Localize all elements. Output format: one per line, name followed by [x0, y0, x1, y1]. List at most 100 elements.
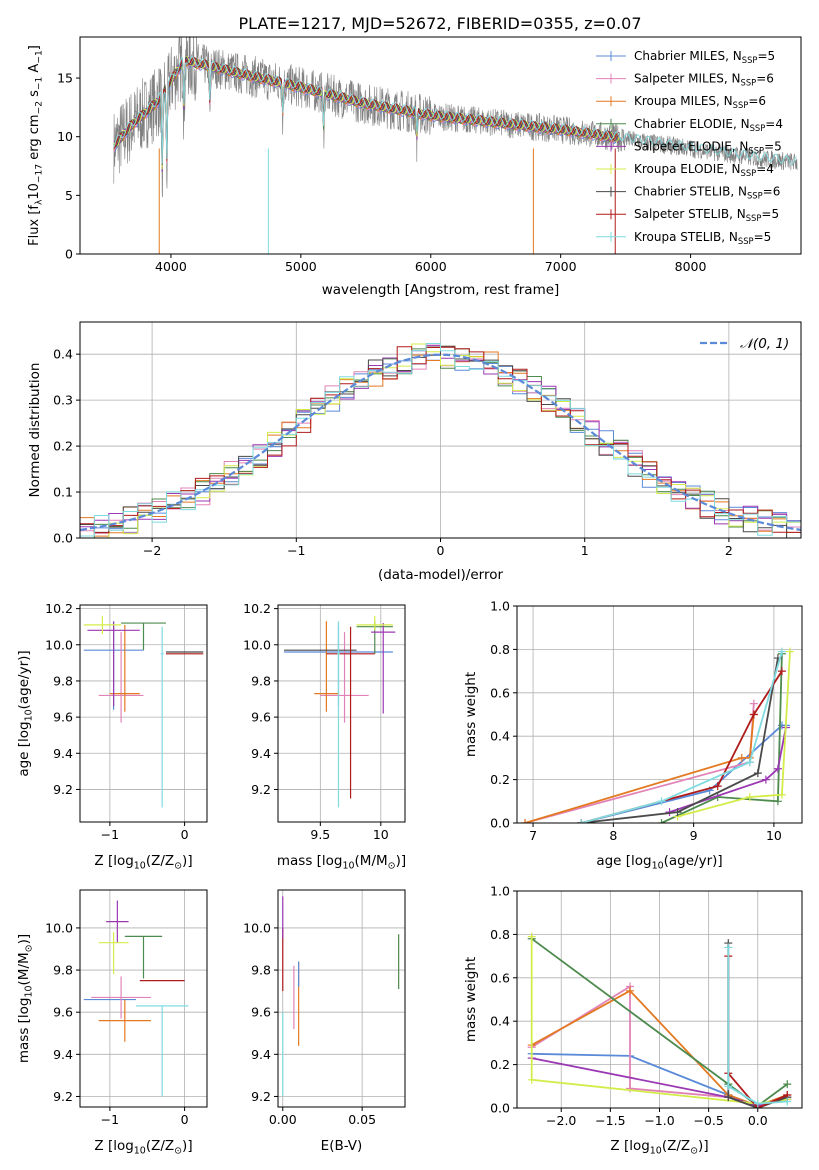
x-tick-label: 0.00 [269, 1112, 297, 1127]
y-tick-label: 9.8 [53, 673, 73, 688]
x-tick-label: 10 [766, 828, 782, 843]
x-tick-label: 2 [725, 543, 733, 558]
x-axis-label: Z [log10(Z/Z⊙)] [94, 853, 192, 871]
y-tick-label: 9.2 [53, 782, 73, 797]
x-axis-label-part: ⊙ [388, 860, 396, 871]
series-point [783, 1080, 792, 1089]
legend-label-part: Chabrier STELIB, N [634, 185, 747, 199]
y-axis-label-part: Flux [f [27, 205, 42, 246]
x-axis-label-part: (Z/Z [146, 1138, 174, 1154]
y-axis-label-part: erg cm [27, 114, 42, 163]
y-tick-label: 0.8 [490, 642, 510, 657]
series-point [753, 769, 762, 778]
series-point [783, 1097, 792, 1106]
series-point [761, 775, 770, 784]
y-tick-label: 9.6 [251, 710, 271, 725]
legend-label: Chabrier MILES, NSSP=5 [634, 49, 775, 65]
axes: 9.5 10 9.2 9.4 9.6 9.8 10.0 10.2 [243, 601, 406, 842]
legend-label: Kroupa STELIB, NSSP=5 [634, 230, 771, 246]
series-line [580, 651, 783, 823]
x-axis-label-part: 10 [134, 860, 146, 871]
axes-frame [79, 889, 208, 1108]
plot-area [284, 615, 396, 808]
x-axis-label-part: (Z/Z [146, 853, 174, 869]
x-tick-label: 10 [373, 827, 389, 842]
x-axis-label-part: mass [log [277, 853, 343, 869]
x-tick-label: 9 [690, 828, 698, 843]
y-tick-label: 5 [65, 188, 73, 203]
series-point [745, 792, 754, 801]
x-tick-label: 0 [437, 543, 445, 558]
plot-area [83, 615, 204, 808]
legend-label-part: SSP [747, 191, 763, 201]
x-tick-label: 8 [609, 828, 617, 843]
axes: 7 8 9 10 0.0 0.2 0.4 0.6 0.8 1.0 [490, 599, 803, 843]
x-tick-label: −1.0 [644, 1113, 674, 1128]
mass-vs-metallicity-panel: −1 09.29.49.69.810.0Z [log10(Z/Z⊙)]mass [… [16, 889, 208, 1156]
legend-label-part: =6 [748, 94, 766, 108]
legend-label-part: Kroupa STELIB, N [634, 230, 738, 244]
normal-distribution-line [80, 353, 801, 531]
y-tick-label: 9.4 [53, 746, 73, 761]
y-axis-label-part: −2 [34, 101, 44, 114]
x-tick-label: 5000 [285, 259, 317, 274]
residual-histogram-panel: −2 −1 0 1 2 0.0 0.1 0.2 0.3 0.4 (data-model)/error… [27, 321, 802, 583]
y-tick-label: 1.0 [490, 884, 510, 899]
plot-area [282, 896, 400, 1097]
y-tick-label: 0.2 [490, 1057, 510, 1072]
y-axis-label-part: −17 [34, 164, 44, 183]
legend-label-part: =4 [765, 117, 783, 131]
series-point [777, 667, 786, 676]
x-axis-label-part: (age/yr)] [664, 853, 723, 869]
x-axis-label-part: (Z/Z [662, 1138, 690, 1154]
legend-label: Salpeter STELIB, NSSP=5 [634, 207, 779, 223]
axes: −1 0 9.2 9.4 9.6 9.8 10.0 10.2 [45, 601, 208, 842]
y-tick-label: 9.2 [251, 1089, 271, 1104]
y-axis-label-part: −1 [34, 50, 44, 63]
x-axis-label: Z [log10(Z/Z⊙)] [94, 1138, 192, 1156]
series-point [673, 808, 682, 817]
series-point [527, 1075, 536, 1084]
y-tick-label: 9.2 [53, 1089, 73, 1104]
x-axis-label-part: )] [396, 853, 407, 869]
axes-frame [516, 605, 803, 824]
x-axis-label-part: 10 [652, 860, 664, 871]
y-tick-label: 0.4 [490, 1014, 510, 1029]
x-axis-label: (data-model)/error [378, 567, 504, 583]
series-point [777, 647, 786, 656]
x-tick-label: 7000 [545, 259, 577, 274]
y-tick-label: 0.6 [490, 970, 510, 985]
x-axis-label-part: 10 [343, 860, 355, 871]
legend-label-part: SSP [742, 55, 758, 65]
axes: −2 −1 0 1 2 0.0 0.1 0.2 0.3 0.4 [53, 321, 802, 558]
legend-label-part: =4 [756, 162, 774, 176]
y-tick-label: 0.2 [490, 772, 510, 787]
series-point [713, 782, 722, 791]
spectrum-panel: 4000 5000 6000 7000 8000 0 5 10 15 wavelength [An… [27, 36, 802, 298]
y-axis-label-part: s [27, 90, 42, 101]
x-tick-label: 4000 [155, 259, 187, 274]
y-tick-label: 0.2 [53, 439, 73, 454]
y-axis-label: Flux [fλ10−17 erg cm−2 s−1 A−1] [27, 45, 44, 246]
x-tick-label: 7 [529, 828, 537, 843]
axes: −2.0 −1.5 −1.0 −0.5 0.0 0.0 0.2 0.4 0.6 0.8 1.0 [490, 884, 803, 1128]
x-axis-label-part: Z [log [94, 1138, 133, 1154]
series-point [773, 764, 782, 773]
y-axis-label-part: ] [27, 45, 42, 50]
x-tick-label: −1.5 [595, 1113, 625, 1128]
x-tick-label: 9.5 [310, 827, 330, 842]
plot-area [527, 932, 792, 1108]
x-axis-label-part: )] [182, 1138, 193, 1154]
y-tick-label: 0.1 [53, 485, 73, 500]
series-point [737, 753, 746, 762]
legend-label-part: Salpeter STELIB, N [634, 207, 746, 221]
legend-label-part: SSP [738, 236, 754, 246]
series-point [745, 758, 754, 767]
series-point [724, 943, 733, 952]
legend-label-part: =5 [757, 49, 775, 63]
y-axis-label: mass weight [463, 957, 479, 1042]
y-axis-label-part: 10 [27, 183, 42, 200]
y-axis-label: mass [log10(M/M⊙)] [16, 934, 34, 1063]
x-tick-label: 1 [581, 543, 589, 558]
